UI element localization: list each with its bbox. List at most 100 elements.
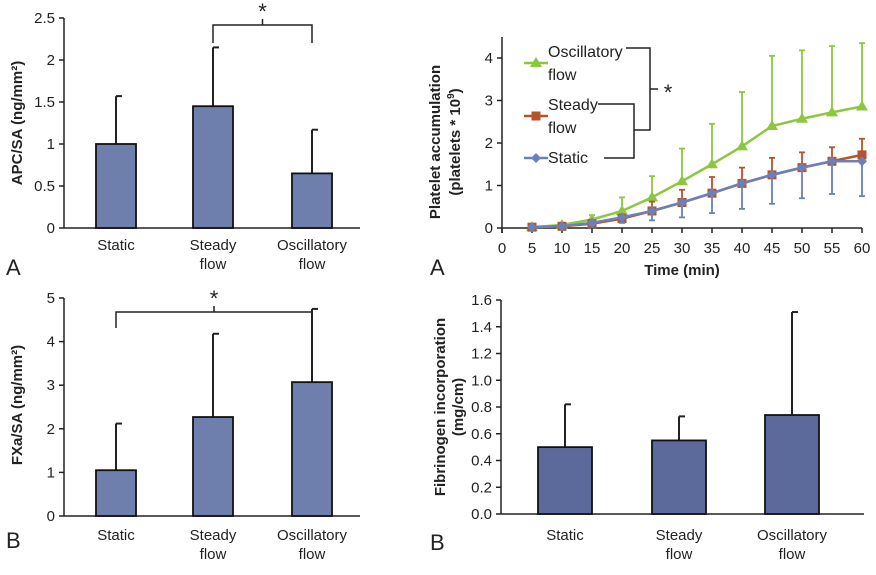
p1-series0-marker [826, 106, 838, 117]
p1-series0-marker [796, 112, 808, 123]
p0-panel-label: A [6, 255, 21, 280]
p3-bar [537, 446, 593, 515]
p1-series0-marker [676, 175, 688, 186]
p1-x-tick-label: 20 [614, 240, 631, 257]
p1-series0-marker [616, 205, 628, 215]
p3-y-tick-label: 1.4 [471, 319, 492, 336]
p1-x-tick-label: 15 [584, 240, 601, 257]
p1-significance-star: * [664, 80, 673, 105]
p2-bar [192, 416, 234, 517]
legend-marker-0 [530, 57, 542, 67]
p0-y-tick-label: 0.5 [34, 178, 55, 195]
p1-y-axis-label: Platelet accumulation [427, 65, 444, 219]
p0-y-tick-label: 1.5 [34, 94, 55, 111]
p3-category-label: Static [546, 527, 584, 544]
p1-x-tick-label: 40 [734, 240, 751, 257]
p2-y-tick-label: 4 [47, 334, 55, 351]
p2-significance-bracket [115, 311, 313, 328]
p2-bar [95, 469, 137, 517]
p2-category-label: Static [97, 527, 135, 544]
p3-y-tick-label: 1.0 [471, 372, 492, 389]
p3-y-tick-label: 0.0 [471, 506, 492, 523]
legend-label-2: Static [548, 150, 588, 167]
p0-bar [95, 143, 137, 229]
p2-y-tick-label: 1 [47, 464, 55, 481]
p3-y-tick-label: 0.6 [471, 426, 492, 443]
p0-y-axis-label: APC/SA (ng/mm²) [9, 61, 26, 185]
p1-series2-line [531, 160, 862, 229]
p2-y-tick-label: 0 [47, 508, 55, 525]
p0-category-label: flow [200, 256, 227, 273]
p3-category-label: flow [666, 546, 693, 563]
p1-x-axis-label: Time (min) [644, 262, 720, 279]
p1-x-tick-label: 30 [674, 240, 691, 257]
p0-y-tick-label: 2.5 [34, 10, 55, 27]
p0-y-tick-label: 2 [47, 52, 55, 69]
p0-bar [291, 172, 333, 229]
p1-y-axis-label-unit: (platelets * 109) [446, 88, 464, 195]
p1-series0-line [531, 105, 863, 229]
p2-y-tick-label: 3 [47, 377, 55, 394]
p1-x-tick-label: 35 [704, 240, 721, 257]
p1-series0-marker [736, 140, 748, 151]
p1-series2-marker [857, 156, 867, 167]
p0-category-label: Oscillatory [277, 237, 348, 254]
p1-series2-marker [737, 178, 747, 189]
p3-panel-label: B [430, 530, 445, 555]
p1-series2-marker [617, 212, 627, 223]
p3-y-tick-label: 0.8 [471, 399, 492, 416]
p1-significance-bracket-inner [598, 103, 635, 159]
p1-significance-bracket-outer [626, 47, 651, 131]
p1-series1-marker [857, 150, 867, 160]
p2-panel-label: B [6, 528, 21, 553]
p3-y-axis-label: Fibrinogen incorporation [432, 318, 449, 496]
p1-x-tick-label: 45 [764, 240, 781, 257]
legend-marker-2 [531, 153, 541, 163]
p0-significance-bracket [212, 24, 313, 43]
p3-bar [764, 414, 820, 515]
legend-label-0: flow [548, 67, 577, 84]
p1-series0-marker [646, 191, 658, 202]
p2-y-tick-label: 5 [47, 290, 55, 307]
p2-significance-star: * [210, 286, 219, 311]
p2-y-tick-label: 2 [47, 421, 55, 438]
p3-category-label: flow [779, 546, 806, 563]
p0-category-label: Steady [190, 237, 237, 254]
p1-series2-marker [707, 188, 717, 199]
p2-category-label: flow [200, 546, 227, 563]
p1-y-tick-label: 3 [485, 93, 493, 110]
p1-y-tick-label: 4 [485, 50, 493, 67]
p1-x-tick-label: 5 [528, 240, 536, 257]
p1-series2-marker [827, 156, 837, 167]
legend-label-0: Oscillatory [548, 44, 623, 61]
p1-x-tick-label: 55 [824, 240, 841, 257]
p1-x-tick-label: 60 [854, 240, 871, 257]
p1-series2-marker [557, 221, 567, 232]
p1-series2-marker [527, 222, 537, 233]
legend-marker-1 [531, 111, 541, 121]
p1-x-tick-label: 50 [794, 240, 811, 257]
p2-y-axis-label: FXa/SA (ng/mm²) [9, 345, 26, 465]
p1-x-tick-label: 0 [498, 240, 506, 257]
p1-x-tick-label: 25 [644, 240, 661, 257]
p1-x-tick-label: 10 [554, 240, 571, 257]
p0-significance-star: * [258, 0, 267, 24]
p1-series2-marker [767, 169, 777, 180]
p1-series2-marker [587, 217, 597, 228]
p2-category-label: Steady [190, 527, 237, 544]
p3-y-tick-label: 0.4 [471, 453, 492, 470]
p3-category-label: Oscillatory [757, 527, 828, 544]
p1-series2-marker [797, 162, 807, 173]
p2-category-label: flow [299, 546, 326, 563]
p3-y-tick-label: 0.2 [471, 479, 492, 496]
p3-y-axis-label: (mg/cm) [450, 378, 467, 436]
p0-y-tick-label: 0 [47, 220, 55, 237]
p1-series0-marker [766, 120, 778, 130]
p1-series2-marker [647, 206, 657, 216]
p3-y-tick-label: 1.6 [471, 292, 492, 309]
p1-series0-marker [706, 158, 718, 169]
legend-label-1: Steady [548, 97, 598, 114]
legend-label-1: flow [548, 120, 577, 137]
p0-category-label: flow [299, 256, 326, 273]
